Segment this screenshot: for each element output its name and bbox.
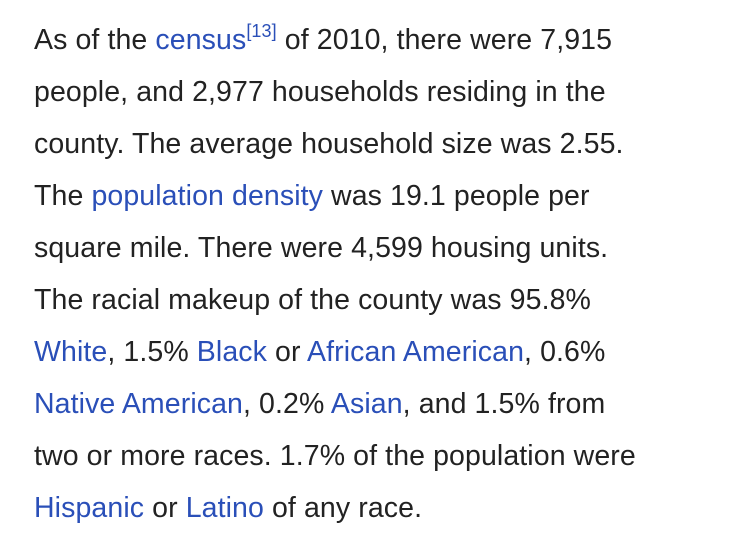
native-american-link[interactable]: Native American — [34, 388, 244, 420]
text-segment: county. The average household size was 2… — [34, 128, 624, 160]
african-american-link[interactable]: African American — [307, 336, 525, 368]
text-line-10: Hispanic or Latino of any race. — [34, 482, 734, 534]
text-segment: or — [266, 336, 307, 368]
asian-link[interactable]: Asian — [330, 388, 403, 420]
text-line-8: Native American, 0.2% Asian, and 1.5% fr… — [34, 378, 734, 430]
text-line-6: The racial makeup of the county was 95.8… — [34, 274, 734, 326]
population-density-link[interactable]: population density — [91, 180, 323, 212]
text-segment: , 0.6% — [524, 336, 606, 368]
text-segment: people, and 2,977 households residing in… — [34, 76, 606, 108]
text-segment: was 19.1 people per — [323, 180, 590, 212]
demographics-paragraph: As of the census[13] of 2010, there were… — [34, 14, 734, 534]
text-segment: two or more races. 1.7% of the populatio… — [34, 440, 636, 472]
white-link[interactable]: White — [34, 336, 108, 368]
text-line-7: White, 1.5% Black or African American, 0… — [34, 326, 734, 378]
text-segment: of any race. — [263, 492, 423, 524]
text-line-1: As of the census[13] of 2010, there were… — [34, 14, 734, 66]
text-segment: The — [34, 180, 92, 212]
text-segment: As of the — [34, 24, 156, 56]
text-segment: or — [144, 492, 186, 524]
hispanic-link[interactable]: Hispanic — [34, 492, 145, 524]
text-line-2: people, and 2,977 households residing in… — [34, 66, 734, 118]
text-line-9: two or more races. 1.7% of the populatio… — [34, 430, 734, 482]
text-segment: square mile. There were 4,599 housing un… — [34, 232, 609, 264]
text-segment: of 2010, there were 7,915 — [276, 24, 613, 56]
text-segment: The racial makeup of the county was 95.8… — [34, 284, 591, 316]
latino-link[interactable]: Latino — [185, 492, 264, 524]
text-line-3: county. The average household size was 2… — [34, 118, 734, 170]
text-line-4: The population density was 19.1 people p… — [34, 170, 734, 222]
text-line-5: square mile. There were 4,599 housing un… — [34, 222, 734, 274]
reference-13-link[interactable]: [13] — [246, 21, 277, 41]
text-segment: , 0.2% — [243, 388, 331, 420]
text-segment: , 1.5% — [107, 336, 197, 368]
text-segment: , and 1.5% from — [402, 388, 606, 420]
reference-13[interactable]: [13] — [246, 21, 276, 41]
black-link[interactable]: Black — [196, 336, 267, 368]
census-link[interactable]: census — [155, 24, 247, 56]
